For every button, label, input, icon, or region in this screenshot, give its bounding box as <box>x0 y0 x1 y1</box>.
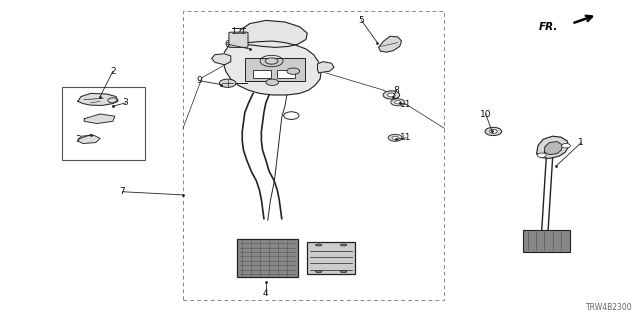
Polygon shape <box>212 54 231 65</box>
Text: 3: 3 <box>123 99 129 108</box>
Bar <box>237 239 298 277</box>
Polygon shape <box>544 142 562 155</box>
Text: FR.: FR. <box>538 22 557 32</box>
Circle shape <box>392 136 398 140</box>
Text: 1: 1 <box>579 138 584 147</box>
FancyBboxPatch shape <box>229 32 248 47</box>
Circle shape <box>266 79 278 85</box>
Polygon shape <box>537 136 568 158</box>
Text: 11: 11 <box>400 133 412 142</box>
Text: 7: 7 <box>120 187 125 196</box>
Text: 5: 5 <box>358 16 364 25</box>
Circle shape <box>561 143 570 148</box>
Text: 9: 9 <box>196 76 202 85</box>
Text: 10: 10 <box>480 109 492 118</box>
Polygon shape <box>237 20 307 47</box>
Polygon shape <box>78 135 100 143</box>
Text: 6: 6 <box>225 40 230 49</box>
Bar <box>62 87 145 160</box>
Polygon shape <box>84 114 115 124</box>
Polygon shape <box>317 62 334 73</box>
Bar <box>245 58 305 81</box>
Polygon shape <box>379 36 401 52</box>
Bar <box>253 70 271 78</box>
Circle shape <box>383 91 399 99</box>
Bar <box>183 11 444 300</box>
Circle shape <box>538 153 546 157</box>
Circle shape <box>394 101 401 104</box>
Circle shape <box>388 134 402 141</box>
Bar <box>277 70 295 78</box>
Circle shape <box>490 130 497 133</box>
Ellipse shape <box>316 244 322 246</box>
Circle shape <box>220 79 236 87</box>
Circle shape <box>265 58 278 64</box>
Ellipse shape <box>316 271 322 273</box>
Circle shape <box>485 127 502 136</box>
Polygon shape <box>78 93 117 105</box>
Text: TRW4B2300: TRW4B2300 <box>586 303 632 312</box>
Bar <box>523 230 570 252</box>
Bar <box>307 243 355 274</box>
Polygon shape <box>223 41 321 95</box>
Text: 2: 2 <box>110 67 116 76</box>
Ellipse shape <box>340 244 347 246</box>
Text: 4: 4 <box>263 289 269 298</box>
Circle shape <box>287 68 300 74</box>
Text: 3: 3 <box>75 135 81 144</box>
Text: 11: 11 <box>400 100 412 109</box>
Text: 8: 8 <box>394 86 399 95</box>
Circle shape <box>388 93 395 97</box>
Ellipse shape <box>340 271 347 273</box>
Circle shape <box>391 99 404 106</box>
